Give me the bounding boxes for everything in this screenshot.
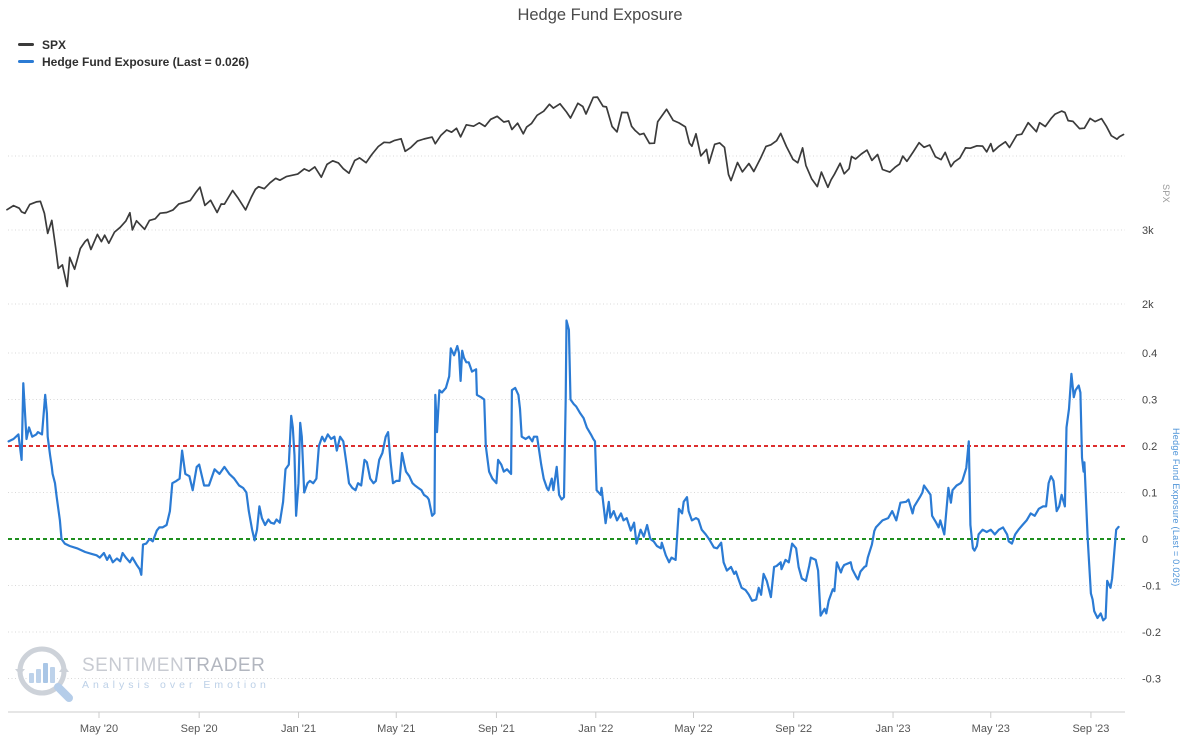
x-tick-label: Sep '22 <box>775 723 812 735</box>
y-tick-label: -0.2 <box>1142 627 1161 639</box>
y-tick-label: 0.3 <box>1142 395 1157 407</box>
x-tick-label: Sep '23 <box>1072 723 1109 735</box>
x-tick-label: May '21 <box>377 723 415 735</box>
watermark-brand-secondary: TRADER <box>184 654 266 676</box>
x-tick-label: Jan '21 <box>281 723 316 735</box>
spx-line <box>6 96 1125 288</box>
spx-line-swatch <box>18 43 34 46</box>
watermark-brand-primary: SENTIMEN <box>82 654 185 676</box>
page-title: Hedge Fund Exposure <box>517 6 683 24</box>
x-tick-label: Sep '21 <box>478 723 515 735</box>
x-tick-label: May '23 <box>972 723 1010 735</box>
y-tick-label: 0.2 <box>1142 441 1157 453</box>
watermark-text: SENTIMENTRADER Analysis over Emotion <box>82 654 270 691</box>
y-tick-label: 0.1 <box>1142 488 1157 500</box>
y-tick-label: -0.1 <box>1142 581 1161 593</box>
x-tick-label: Jan '23 <box>875 723 910 735</box>
watermark-brand: SENTIMENTRADER <box>82 654 270 676</box>
legend-label-spx: SPX <box>42 37 67 52</box>
y-tick-label: -0.3 <box>1142 674 1161 686</box>
y-tick-label: 0.4 <box>1142 348 1157 360</box>
x-tick-label: May '20 <box>80 723 118 735</box>
legend: SPX Hedge Fund Exposure (Last = 0.026) <box>18 36 249 70</box>
exposure-line <box>7 319 1120 622</box>
watermark-tagline: Analysis over Emotion <box>82 678 270 691</box>
legend-item-exposure: Hedge Fund Exposure (Last = 0.026) <box>18 53 249 70</box>
x-tick-label: May '22 <box>674 723 712 735</box>
legend-label-exposure: Hedge Fund Exposure (Last = 0.026) <box>42 54 250 69</box>
watermark: SENTIMENTRADER Analysis over Emotion <box>14 643 270 703</box>
x-tick-label: Jan '22 <box>578 723 613 735</box>
x-tick-label: Sep '20 <box>181 723 218 735</box>
sentimentrader-logo-icon <box>15 646 73 702</box>
spx-axis-title: SPX <box>1161 184 1171 203</box>
y-tick-label: 3k <box>1142 225 1154 237</box>
exposure-line-swatch <box>18 60 34 63</box>
exposure-axis-title: Hedge Fund Exposure (Last = 0.026) <box>1171 428 1181 587</box>
y-tick-label: 0 <box>1142 534 1148 546</box>
y-tick-label: 2k <box>1142 299 1154 311</box>
legend-item-spx: SPX <box>18 36 249 53</box>
